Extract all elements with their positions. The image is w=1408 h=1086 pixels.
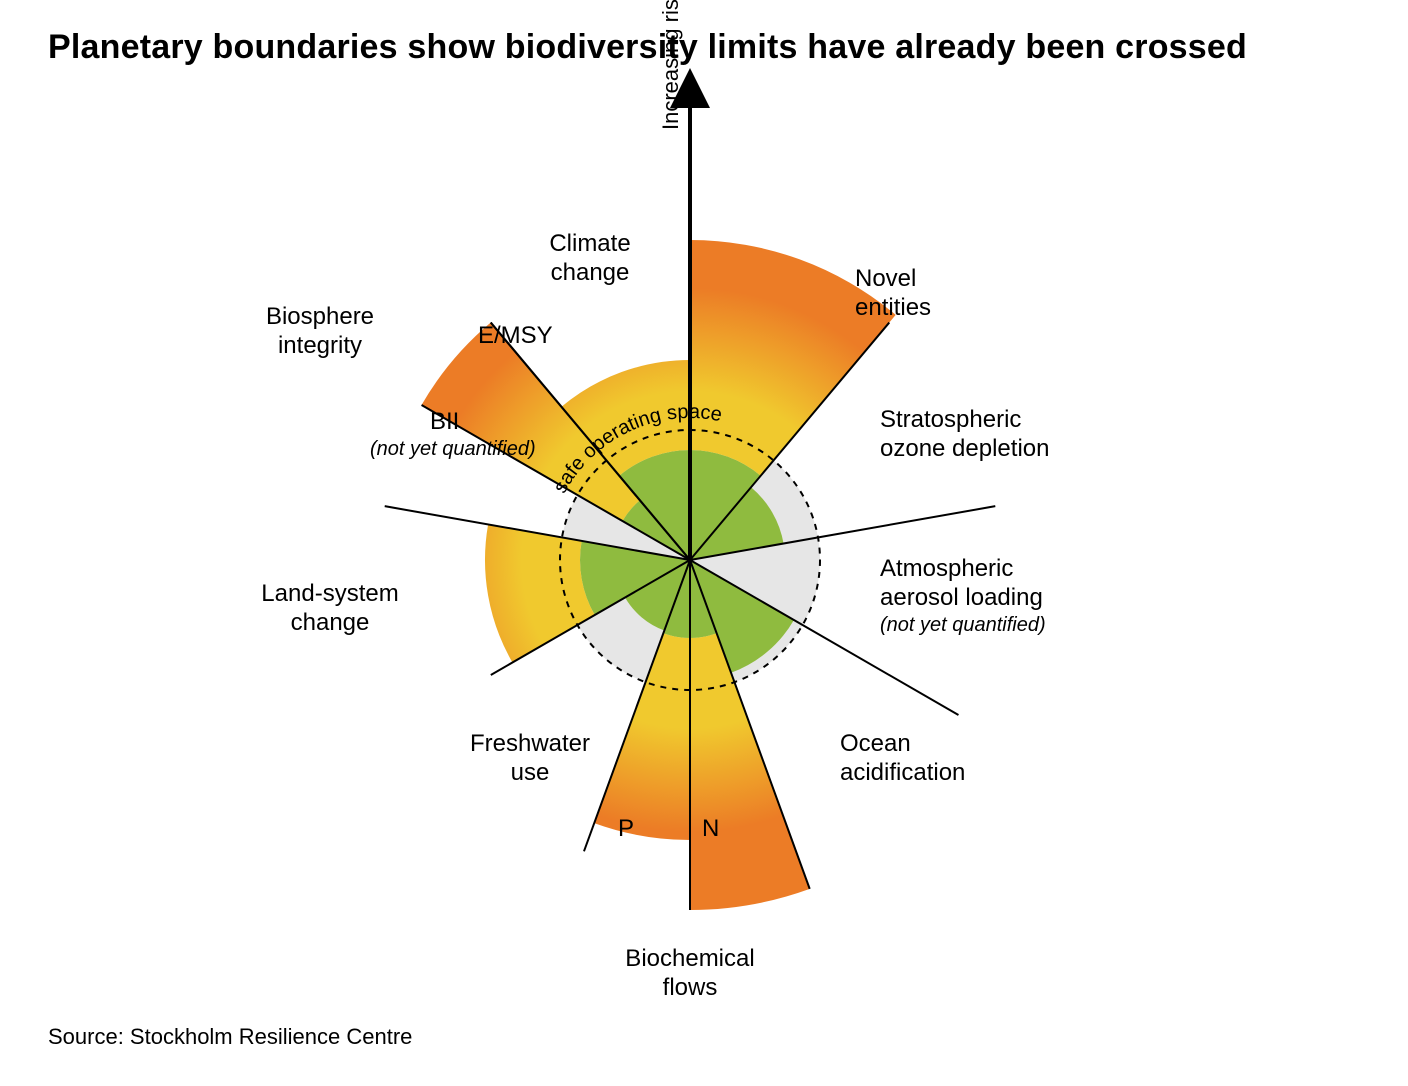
sector-label-biochem: Biochemicalflows	[625, 945, 754, 1003]
risk-wedge-land	[485, 524, 595, 662]
sub-label-p: P	[618, 815, 634, 843]
sub-label-bii: BII	[430, 408, 459, 436]
sector-label-climate: Climatechange	[549, 230, 630, 288]
sector-label-ozone: Stratosphericozone depletion	[880, 406, 1049, 464]
sector-label-aerosol: Atmosphericaerosol loading(not yet quant…	[880, 555, 1046, 637]
sector-label-biosphere: Biosphereintegrity	[266, 303, 374, 361]
risk-axis-label: Increasing risk	[658, 0, 683, 130]
sector-label-land: Land-systemchange	[261, 580, 398, 638]
sector-label-freshwater: Freshwateruse	[470, 730, 590, 788]
sub-label-bii-note: (not yet quantified)	[370, 438, 536, 461]
planetary-boundaries-chart: safe operating spaceIncreasing risk Clim…	[0, 0, 1408, 1086]
sub-label-n: N	[702, 815, 719, 843]
sector-label-ocean: Oceanacidification	[840, 730, 965, 788]
page-root: Planetary boundaries show biodiversity l…	[0, 0, 1408, 1086]
sub-label-emsy: E/MSY	[478, 322, 553, 350]
sector-label-novel: Novelentities	[855, 265, 931, 323]
source-attribution: Source: Stockholm Resilience Centre	[48, 1024, 412, 1050]
